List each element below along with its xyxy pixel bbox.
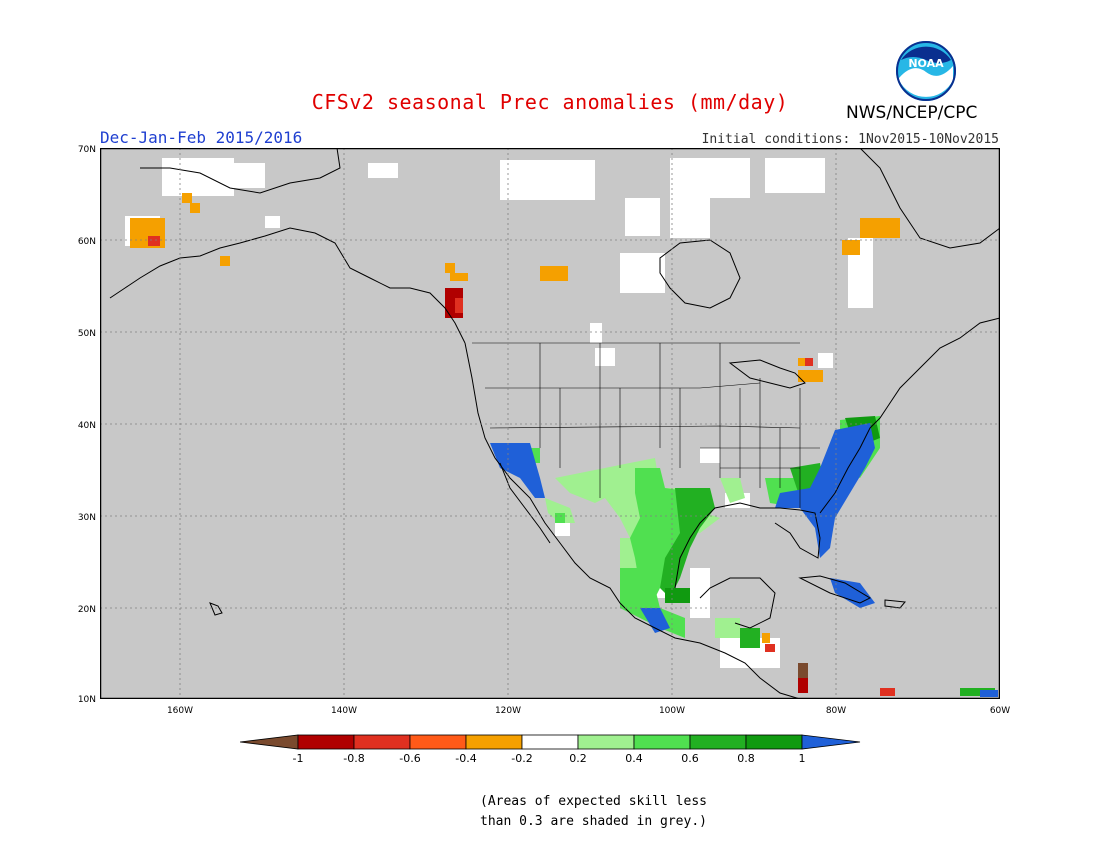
lat-label-60n: 60N [77,237,96,247]
initial-conditions-label: Initial conditions: 1Nov2015-10Nov2015 [701,132,999,147]
colorbar-bin-1 [297,734,355,750]
lat-label-40n: 40N [77,421,96,431]
colorbar-end-high [801,734,861,750]
colorbar-label: 0.6 [681,752,699,765]
season-label: Dec-Jan-Feb 2015/2016 [100,128,303,147]
colorbar-bin-9 [745,734,803,750]
lon-label-160w: 160W [166,706,194,716]
lon-label-120w: 120W [494,706,522,716]
colorbar-bin-4 [465,734,523,750]
colorbar-bin-5 [521,734,579,750]
colorbar-bin-3 [409,734,467,750]
colorbar-label: 0.2 [569,752,587,765]
noaa-logo-text: NOAA [908,57,944,70]
skill-footnote: (Areas of expected skill less than 0.3 a… [480,792,707,832]
precipitation-anomaly-map [100,148,1000,699]
colorbar-bin-7 [633,734,691,750]
colorbar-label: -1 [292,752,304,765]
agency-label: NWS/NCEP/CPC [846,103,978,123]
map-frame [100,148,1000,699]
lon-label-80w: 80W [825,706,847,716]
graticule [100,148,1000,699]
colorbar-bin-2 [353,734,411,750]
map-title: CFSv2 seasonal Prec anomalies (mm/day) [311,90,789,114]
lat-label-50n: 50N [77,329,96,339]
lat-label-70n: 70N [77,145,96,155]
colorbar-label: -0.6 [399,752,421,765]
colorbar-label: 0.4 [625,752,643,765]
colorbar [240,734,861,750]
colorbar-label: -0.8 [343,752,365,765]
lat-label-10n: 10N [77,695,96,705]
noaa-logo: NOAA [896,41,956,101]
coastlines [109,148,1000,699]
lon-label-100w: 100W [658,706,686,716]
lon-label-140w: 140W [330,706,358,716]
colorbar-bin-8 [689,734,747,750]
state-boundaries [472,342,820,508]
lat-label-20n: 20N [77,605,96,615]
colorbar-label: 0.8 [737,752,755,765]
lat-label-30n: 30N [77,513,96,523]
colorbar-label: 1 [798,752,806,765]
wet-anomaly-areas [490,416,998,697]
dry-anomaly-areas [130,193,900,696]
footnote-line-2: than 0.3 are shaded in grey.) [480,814,707,829]
lon-label-60w: 60W [989,706,1011,716]
colorbar-end-low [240,734,299,750]
colorbar-bin-6 [577,734,635,750]
colorbar-label: -0.2 [511,752,533,765]
footnote-line-1: (Areas of expected skill less [480,794,707,809]
colorbar-label: -0.4 [455,752,477,765]
